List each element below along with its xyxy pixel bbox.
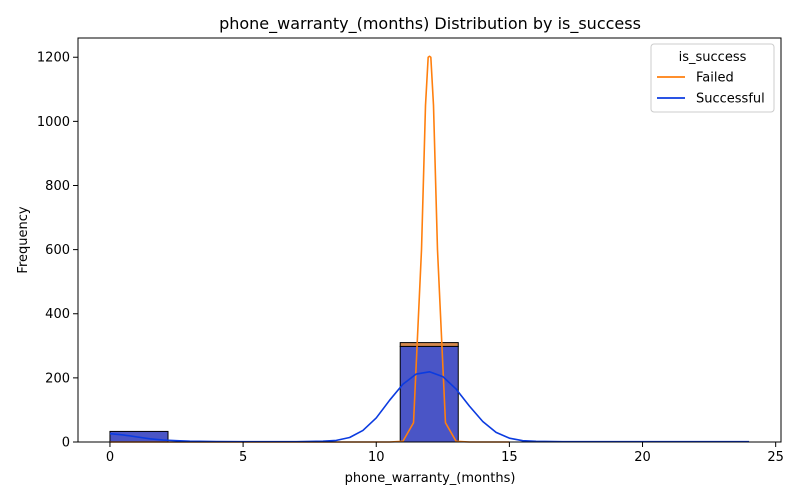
y-tick-label: 400 bbox=[45, 307, 70, 322]
legend-title: is_success bbox=[679, 50, 747, 65]
x-tick-label: 10 bbox=[368, 450, 385, 465]
x-tick-label: 25 bbox=[767, 450, 784, 465]
plot-area: 0 5 10 15 20 25 0 200 400 600 800 1000 1200 bbox=[37, 37, 784, 465]
legend-label-failed: Failed bbox=[696, 71, 734, 86]
y-tick-label: 1200 bbox=[37, 51, 70, 66]
kde-line-failed bbox=[109, 55, 510, 443]
bar-failed-1 bbox=[399, 342, 459, 347]
legend-label-successful: Successful bbox=[696, 92, 765, 107]
chart-title: phone_warranty_(months) Distribution by … bbox=[219, 14, 641, 34]
y-tick-label: 0 bbox=[62, 436, 70, 451]
legend-box bbox=[650, 43, 775, 113]
y-axis-label: Frequency bbox=[16, 206, 31, 273]
x-tick-label: 5 bbox=[239, 450, 247, 465]
x-tick-label: 15 bbox=[501, 450, 518, 465]
x-tick-label: 20 bbox=[634, 450, 651, 465]
axes-frame bbox=[77, 37, 782, 443]
kde-line-successful bbox=[109, 370, 750, 443]
x-axis-label: phone_warranty_(months) bbox=[345, 471, 516, 486]
bar-successful-1 bbox=[399, 345, 459, 443]
y-tick-label: 1000 bbox=[37, 115, 70, 130]
x-tick-label: 0 bbox=[106, 450, 114, 465]
y-tick-label: 200 bbox=[45, 371, 70, 386]
legend: is_success Failed Successful bbox=[650, 43, 775, 113]
y-tick-label: 800 bbox=[45, 179, 70, 194]
y-tick-label: 600 bbox=[45, 243, 70, 258]
